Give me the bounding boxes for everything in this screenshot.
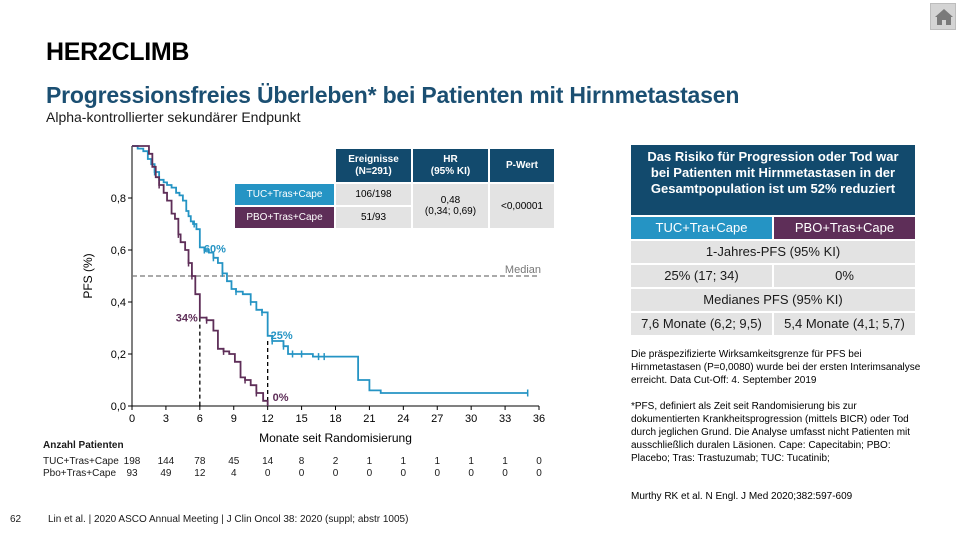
- risk-count: 1: [502, 456, 508, 467]
- risk-count: 0: [264, 468, 271, 479]
- risk-box-arm1: TUC+Tra+Cape: [631, 217, 772, 239]
- y-tick-label: 0,2: [111, 349, 126, 361]
- events-header: Ereignisse (N=291): [336, 149, 411, 182]
- median-label: Median: [505, 264, 541, 276]
- pvalue-header: P-Wert: [490, 149, 554, 182]
- risk-count: 0: [400, 468, 407, 479]
- risk-count: 1: [366, 456, 373, 467]
- risk-count: 4: [230, 468, 237, 479]
- annotation-label: 0%: [273, 392, 289, 404]
- risk-box-row1-a: 25% (17; 34): [631, 265, 772, 287]
- x-tick-label: 6: [197, 413, 203, 425]
- x-tick-label: 30: [465, 413, 477, 425]
- y-tick-label: 0,0: [111, 401, 126, 413]
- pfs-definition-note: *PFS, definiert als Zeit seit Randomisie…: [631, 401, 911, 464]
- x-tick-label: 27: [431, 413, 443, 425]
- hr-header: HR (95% KI): [413, 149, 488, 182]
- risk-box-row2-b: 5,4 Monate (4,1; 5,7): [774, 313, 915, 335]
- risk-box-arm2: PBO+Tras+Cape: [774, 217, 915, 239]
- home-button[interactable]: [930, 3, 956, 30]
- x-tick-label: 3: [163, 413, 169, 425]
- risk-count: 45: [228, 456, 240, 467]
- slide-title: HER2CLIMB: [46, 38, 190, 66]
- x-tick-label: 12: [262, 413, 274, 425]
- y-tick-label: 0,6: [111, 245, 126, 257]
- risk-count: 0: [298, 468, 305, 479]
- risk-count: 0: [536, 456, 542, 467]
- risk-count: 0: [536, 468, 542, 479]
- hr-value: 0,48 (0,34; 0,69): [413, 184, 488, 228]
- risk-count: 0: [332, 468, 339, 479]
- risk-count: 144: [157, 456, 175, 467]
- risk-count: 0: [468, 468, 474, 479]
- risk-box-header: Das Risiko für Progression oder Tod war …: [631, 145, 915, 215]
- x-tick-label: 36: [533, 413, 545, 425]
- risk-count: 198: [123, 456, 141, 467]
- x-tick-label: 15: [295, 413, 307, 425]
- annotation-label: 25%: [271, 330, 293, 342]
- citation-note: Murthy RK et al. N Engl. J Med 2020;382:…: [631, 491, 853, 502]
- risk-count: 8: [298, 456, 305, 467]
- x-tick-label: 18: [329, 413, 341, 425]
- slide-subtitle: Progressionsfreies Überleben* bei Patien…: [46, 82, 740, 108]
- risk-count: 1: [400, 456, 407, 467]
- risk-box-row1-b: 0%: [774, 265, 915, 287]
- p-value: <0,00001: [490, 184, 554, 228]
- hazard-ratio-table: Ereignisse (N=291) HR (95% KI) P-Wert TUC+…: [233, 147, 556, 230]
- pbo-arm-label: PBO+Tras+Cape: [235, 207, 334, 228]
- risk-box-row2-label: Medianes PFS (95% KI): [631, 289, 915, 311]
- risk-count: 49: [160, 468, 172, 479]
- risk-count: 1: [434, 456, 441, 467]
- x-tick-label: 21: [363, 413, 375, 425]
- risk-count: 0: [366, 468, 373, 479]
- x-tick-label: 24: [397, 413, 409, 425]
- risk-table-title: Anzahl Patienten: [43, 440, 124, 451]
- risk-reduction-box: Das Risiko für Progression oder Tod war …: [631, 145, 915, 335]
- y-tick-label: 0,8: [111, 193, 126, 205]
- footer-reference: Lin et al. | 2020 ASCO Annual Meeting | …: [48, 514, 409, 525]
- risk-count: 93: [126, 468, 138, 479]
- risk-count: 12: [194, 468, 206, 479]
- pbo-events: 51/93: [336, 207, 411, 228]
- risk-box-row1-label: 1-Jahres-PFS (95% KI): [631, 241, 915, 263]
- annotation-label: 60%: [204, 243, 226, 255]
- risk-box-row2-a: 7,6 Monate (6,2; 9,5): [631, 313, 772, 335]
- risk-row-label-pbo: Pbo+Tras+Cape: [43, 468, 117, 479]
- tuc-arm-label: TUC+Tras+Cape: [235, 184, 334, 205]
- risk-count: 1: [468, 456, 474, 467]
- risk-count: 2: [332, 456, 339, 467]
- efficacy-note: Die präspezifizierte Wirksamkeitsgrenze …: [631, 349, 921, 386]
- km-curve-tuc: [132, 145, 528, 394]
- y-tick-label: 0,4: [111, 297, 126, 309]
- y-axis-label: PFS (%): [81, 253, 95, 298]
- x-tick-label: 9: [231, 413, 237, 425]
- risk-row-label-tuc: TUC+Tras+Cape: [43, 456, 119, 467]
- home-icon: [935, 9, 953, 25]
- annotation-label: 34%: [176, 313, 198, 325]
- slide-subsubtitle: Alpha-kontrollierter sekundärer Endpunkt: [46, 109, 301, 125]
- x-tick-label: 33: [499, 413, 511, 425]
- tuc-events: 106/198: [336, 184, 411, 205]
- risk-count: 14: [262, 456, 274, 467]
- risk-count: 0: [434, 468, 441, 479]
- page-number: 62: [10, 514, 22, 525]
- risk-count: 78: [194, 456, 206, 467]
- x-tick-label: 0: [129, 413, 135, 425]
- risk-count: 0: [502, 468, 508, 479]
- x-axis-label: Monate seit Randomisierung: [259, 431, 412, 445]
